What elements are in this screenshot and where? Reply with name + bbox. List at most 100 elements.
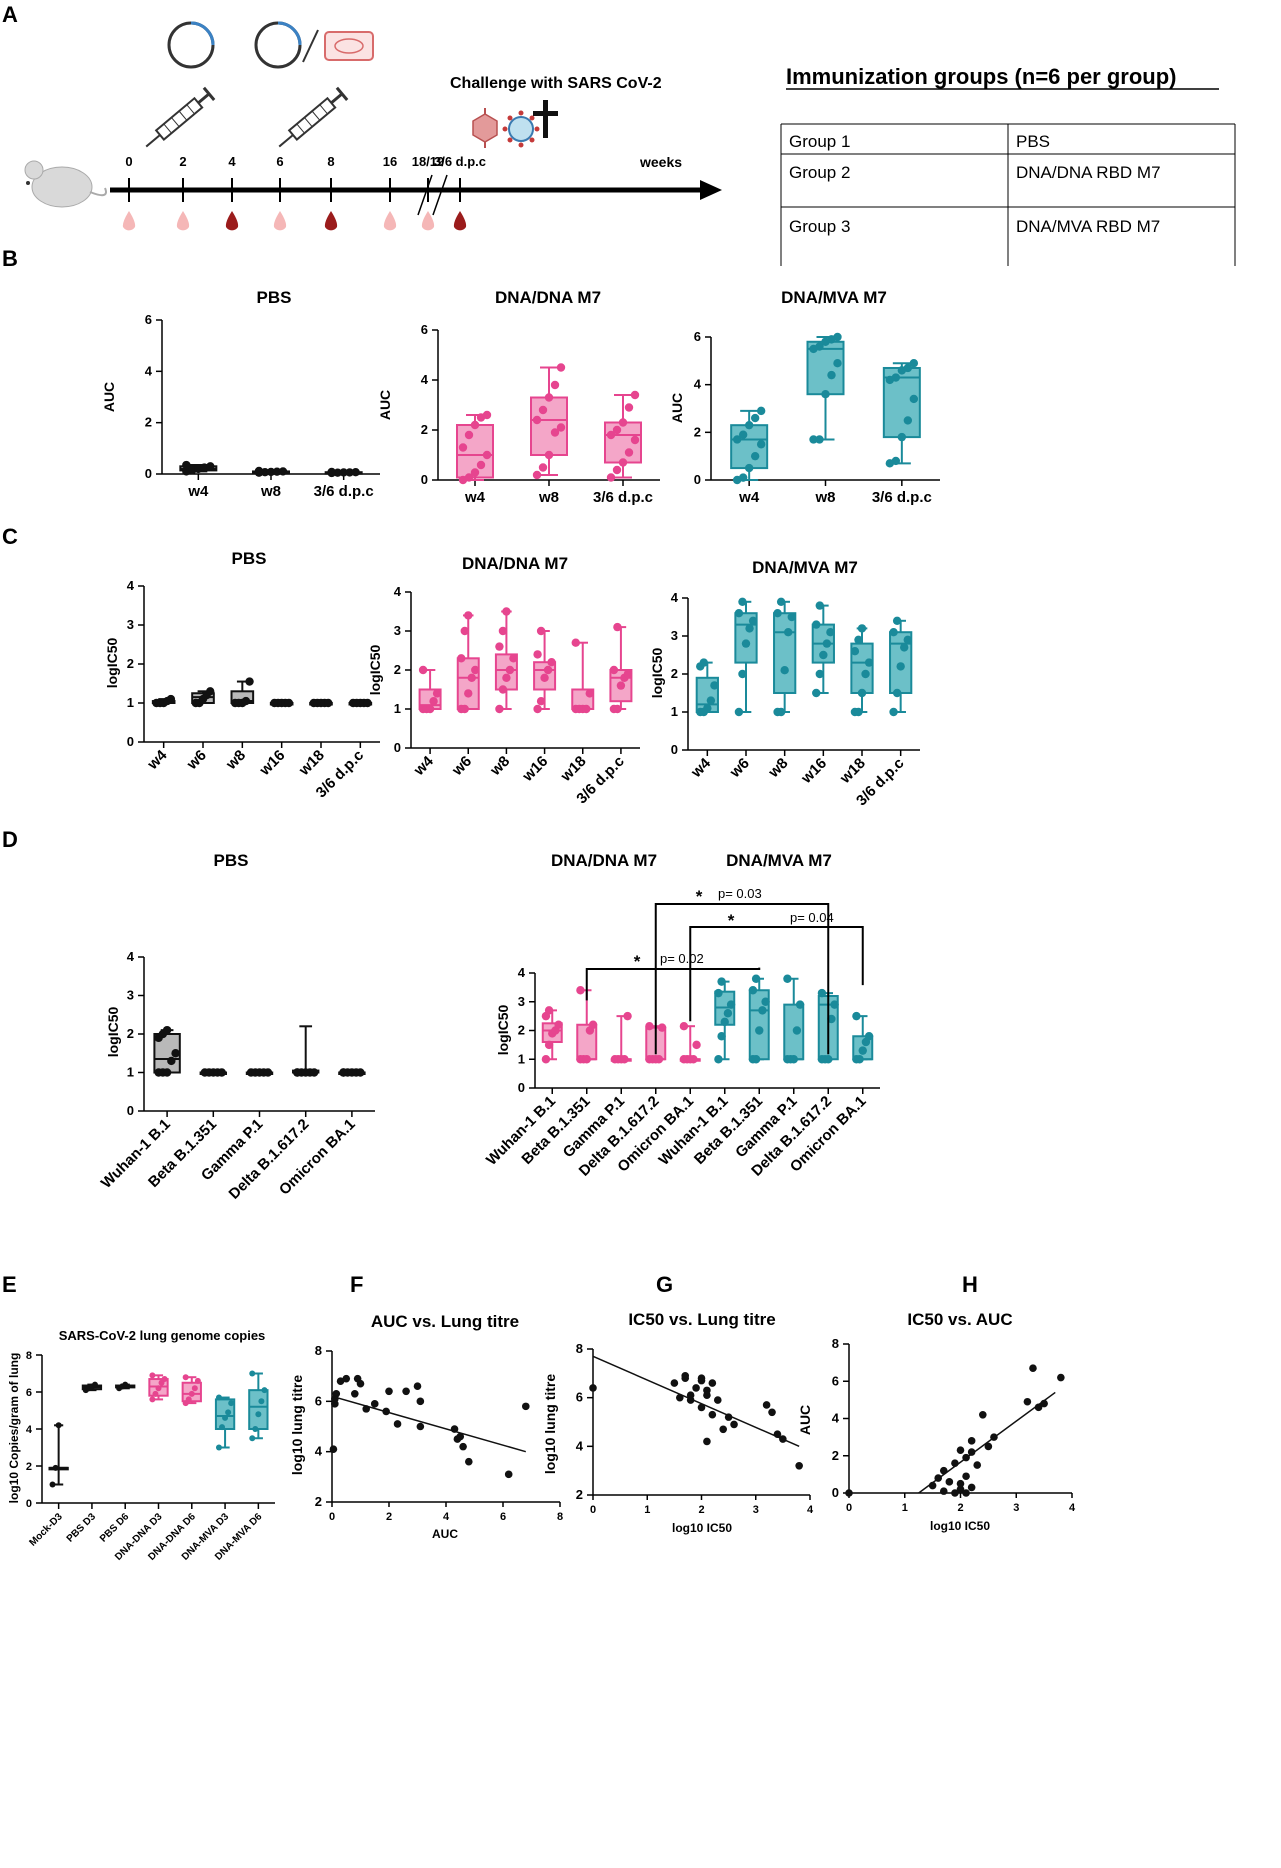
y-tick-label: 2 <box>315 1494 322 1509</box>
data-point <box>327 467 336 477</box>
data-point <box>714 988 723 998</box>
data-point <box>717 977 726 986</box>
data-point <box>815 669 824 679</box>
data-point <box>744 420 754 430</box>
y-tick-label: 8 <box>315 1343 322 1358</box>
data-point <box>351 1389 359 1398</box>
data-point <box>538 405 548 415</box>
data-point <box>342 1374 351 1383</box>
weeks-label: weeks <box>639 154 682 170</box>
y-tick-label: 2 <box>694 424 701 439</box>
blood-drop-icon <box>421 211 435 231</box>
x-category-label: w6 <box>448 753 475 780</box>
y-axis-label: AUC <box>377 390 393 420</box>
data-point <box>324 698 333 708</box>
data-point <box>550 380 560 390</box>
x-category-label: w4 <box>410 752 437 779</box>
data-point <box>351 468 360 477</box>
chart-title: DNA/MVA M7 <box>781 288 887 307</box>
data-point <box>266 467 276 477</box>
x-category-label: w4 <box>687 754 714 781</box>
data-point <box>815 342 824 351</box>
x-axis-label: log10 IC50 <box>930 1519 990 1533</box>
x-tick-label: 4 <box>443 1511 450 1523</box>
data-point <box>726 1000 736 1009</box>
data-point <box>734 707 744 717</box>
data-point <box>891 456 901 466</box>
data-point <box>697 1403 706 1412</box>
significance-p-value: p= 0.04 <box>790 910 834 925</box>
data-point <box>505 665 515 675</box>
axis-break-2 <box>432 174 448 216</box>
y-tick-label: 6 <box>576 1390 583 1405</box>
data-point <box>228 1400 235 1407</box>
data-point <box>734 609 744 618</box>
data-point <box>903 635 912 644</box>
x-tick-label: 4 <box>807 1504 814 1516</box>
data-point <box>167 1056 176 1066</box>
chart-E: SARS-CoV-2 lung genome copies 0 2 4 6 8 log10 … <box>7 1328 275 1563</box>
data-point <box>52 1464 59 1471</box>
data-point <box>152 1390 159 1397</box>
data-point <box>857 624 867 633</box>
syringe-icon-2 <box>278 86 349 148</box>
data-point <box>686 1391 695 1400</box>
significance-star: * <box>728 911 735 930</box>
data-point <box>188 1390 195 1397</box>
data-point <box>738 597 747 606</box>
slash-divider <box>302 29 319 63</box>
data-point <box>984 1442 993 1451</box>
data-point <box>756 440 766 449</box>
timepoint-label: 3/6 d.p.c <box>434 154 486 169</box>
x-tick-label: 3 <box>753 1504 759 1516</box>
y-axis-label: logIC50 <box>105 1007 121 1058</box>
timepoint-label: 6 <box>276 154 283 169</box>
data-point <box>336 1377 345 1385</box>
significance-star: * <box>696 887 703 906</box>
data-point <box>897 432 907 442</box>
data-point <box>889 707 898 717</box>
mouse-icon <box>24 160 107 208</box>
x-tick-label: 1 <box>644 1504 650 1516</box>
data-point <box>544 1006 554 1015</box>
data-point <box>155 1385 162 1392</box>
data-point <box>498 685 508 694</box>
data-point <box>206 462 215 471</box>
regression-line <box>592 1355 800 1448</box>
data-point <box>554 1020 563 1029</box>
data-point <box>973 1461 982 1469</box>
data-point <box>122 1381 129 1388</box>
data-point <box>891 373 901 382</box>
x-tick-label: 4 <box>1069 1502 1076 1514</box>
data-point <box>217 1068 226 1077</box>
data-point <box>1029 1364 1037 1373</box>
data-point <box>612 425 622 435</box>
data-point <box>703 1437 711 1446</box>
data-point <box>861 669 870 679</box>
y-tick-label: 2 <box>576 1487 583 1502</box>
data-point <box>149 1372 156 1379</box>
data-point <box>792 1026 802 1035</box>
data-point <box>815 435 824 444</box>
y-tick-label: 0 <box>394 740 401 755</box>
data-point <box>476 460 486 470</box>
timeline-arrowhead <box>700 180 722 200</box>
data-point <box>826 628 835 637</box>
panel-letter-b: B <box>2 246 18 271</box>
data-point <box>852 1011 861 1021</box>
data-point <box>541 1055 551 1064</box>
data-point <box>699 658 708 667</box>
data-point <box>458 443 468 452</box>
y-tick-label: 0 <box>832 1485 839 1500</box>
sars-cov-2-icon <box>502 110 540 148</box>
y-tick-label: 6 <box>145 312 152 327</box>
timepoint-label: 18/19 <box>412 154 445 169</box>
data-point <box>582 704 591 714</box>
data-point <box>166 694 176 704</box>
x-category-label: PBS D6 <box>98 1511 132 1545</box>
y-tick-label: 1 <box>127 695 134 710</box>
chart-title: DNA/DNA M7 <box>462 554 568 573</box>
panel-a-timeline: Challenge with SARS CoV-2 weeks 0 2 4 6 8 16 1… <box>24 21 722 231</box>
y-axis-label: logIC50 <box>649 648 665 699</box>
data-point <box>91 1381 98 1388</box>
